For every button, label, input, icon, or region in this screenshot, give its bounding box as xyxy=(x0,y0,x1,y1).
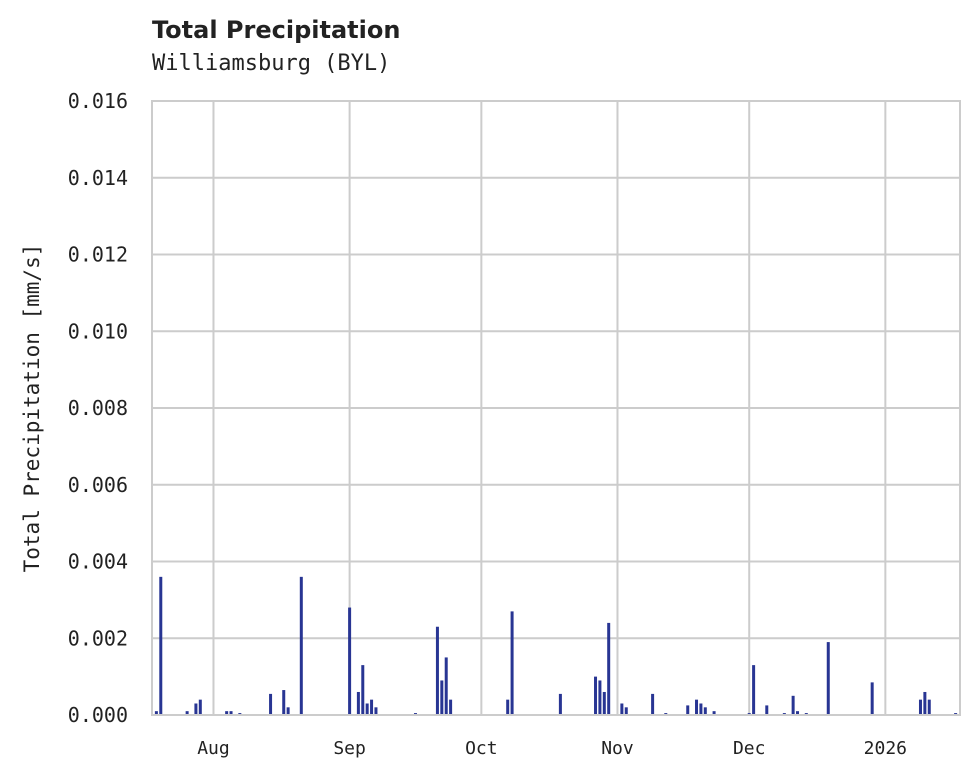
precip-bar xyxy=(299,576,303,715)
y-tick-label: 0.008 xyxy=(68,396,128,420)
precip-bar xyxy=(598,680,602,715)
y-tick-label: 0.014 xyxy=(68,166,128,190)
plot-frame xyxy=(151,100,961,716)
chart-subtitle: Williamsburg (BYL) xyxy=(152,51,391,76)
x-tick-label: Sep xyxy=(333,738,366,759)
precip-bar xyxy=(695,699,699,715)
precip-bar xyxy=(444,657,448,715)
y-tick-label: 0.002 xyxy=(68,626,128,650)
precip-bar xyxy=(198,699,202,715)
y-tick-label: 0.010 xyxy=(68,319,128,343)
precip-bar xyxy=(620,703,624,715)
y-tick-label: 0.006 xyxy=(68,473,128,497)
precip-bar xyxy=(370,699,374,715)
precip-bar xyxy=(752,665,756,715)
bar-series xyxy=(154,576,958,715)
precip-bar xyxy=(927,699,931,715)
precip-bar xyxy=(348,607,352,715)
precip-bar xyxy=(826,642,830,715)
precip-bar xyxy=(796,711,800,715)
precip-bar xyxy=(791,695,795,715)
y-axis-ticks: 0.000 0.002 0.004 0.006 0.008 0.010 0.012 0.014… xyxy=(68,89,128,727)
precip-bar xyxy=(286,707,290,715)
y-tick-label: 0.004 xyxy=(68,550,128,574)
precip-bar xyxy=(558,693,562,715)
precip-bar xyxy=(356,691,360,715)
precip-bar xyxy=(703,707,707,715)
precip-bar xyxy=(194,703,198,715)
x-tick-label: 2026 xyxy=(864,738,907,759)
precip-bar xyxy=(624,707,628,715)
precip-bar xyxy=(159,576,163,715)
precip-bar xyxy=(607,622,611,715)
precip-bar xyxy=(449,699,453,715)
precip-bar xyxy=(185,711,189,715)
precip-bar xyxy=(506,699,510,715)
precip-bar xyxy=(602,691,606,715)
precip-bar xyxy=(225,711,229,715)
precip-bar xyxy=(712,711,716,715)
gridlines xyxy=(152,100,960,716)
precip-bar xyxy=(686,705,690,715)
x-tick-label: Aug xyxy=(197,738,230,759)
precip-bar xyxy=(923,691,927,715)
x-tick-label: Oct xyxy=(465,738,498,759)
y-tick-label: 0.012 xyxy=(68,243,128,267)
precip-bar xyxy=(765,705,769,715)
precip-bar xyxy=(269,693,273,715)
y-tick-label: 0.016 xyxy=(68,89,128,113)
x-tick-label: Nov xyxy=(601,738,634,759)
precip-bar xyxy=(374,707,378,715)
precip-bar xyxy=(870,682,874,715)
y-tick-label: 0.000 xyxy=(68,703,128,727)
precip-bar xyxy=(435,626,439,715)
precip-bar xyxy=(651,693,655,715)
x-tick-label: Dec xyxy=(733,738,766,759)
precip-bar xyxy=(510,611,514,715)
precip-bar xyxy=(361,665,365,715)
precip-bar xyxy=(440,680,444,715)
precip-bar xyxy=(154,711,158,715)
chart-title: Total Precipitation xyxy=(152,16,401,44)
precip-bar xyxy=(594,676,598,715)
precip-bar xyxy=(282,690,286,715)
precip-bar xyxy=(365,703,369,715)
precip-bar xyxy=(229,711,233,715)
precip-bar xyxy=(918,699,922,715)
x-axis-ticks: Aug Sep Oct Nov Dec 2026 xyxy=(197,738,907,759)
precip-bar xyxy=(699,703,703,715)
